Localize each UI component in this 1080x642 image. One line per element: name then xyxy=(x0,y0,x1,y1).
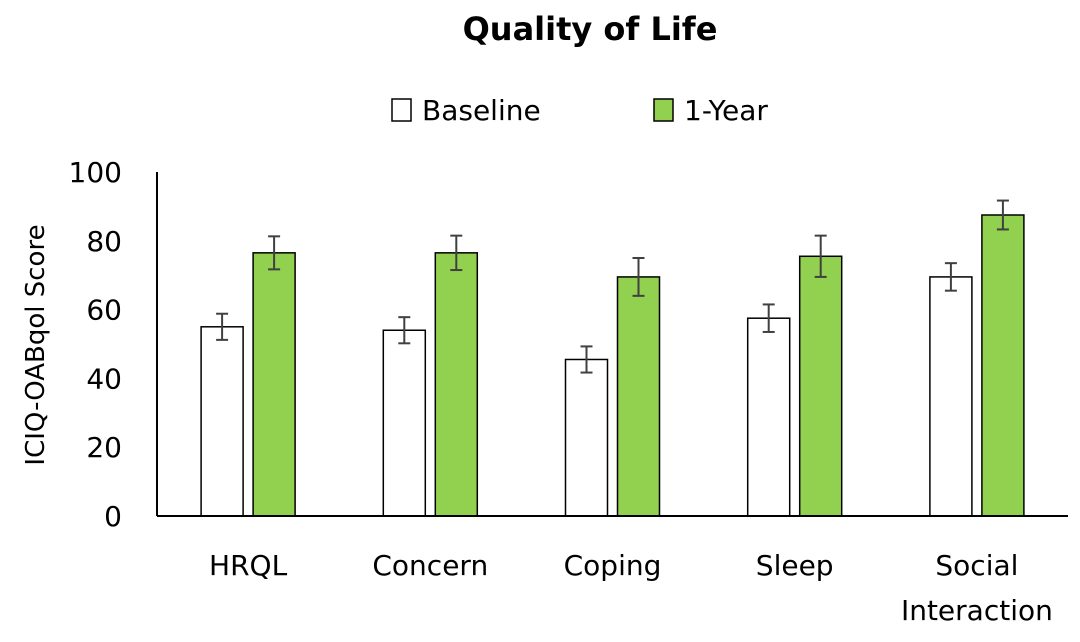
bar-baseline-social-interaction xyxy=(929,276,973,517)
y-tick-label: 0 xyxy=(104,500,122,533)
x-tick-label-coping: Coping xyxy=(564,549,662,582)
y-axis-label: ICIQ-OABqol Score xyxy=(21,224,51,465)
bar-baseline-concern xyxy=(382,329,427,517)
bar-1-year-hrql xyxy=(252,252,296,517)
bar-baseline-hrql xyxy=(200,326,244,517)
x-tick-label-hrql: HRQL xyxy=(209,549,288,582)
legend-label-1-year: 1-Year xyxy=(684,94,768,127)
y-axis: 0 20 40 60 80 100 xyxy=(69,156,158,533)
x-tick-label-concern: Concern xyxy=(372,549,488,582)
bar-1-year-concern xyxy=(434,252,479,517)
bars xyxy=(200,199,1025,517)
y-tick-label: 80 xyxy=(86,225,122,258)
legend: Baseline 1-Year xyxy=(391,94,768,127)
bar-baseline-coping xyxy=(564,358,609,517)
legend-swatch-1-year xyxy=(653,98,674,122)
legend-label-baseline: Baseline xyxy=(422,94,541,127)
y-tick-label: 60 xyxy=(86,294,122,327)
legend-swatch-baseline xyxy=(391,98,412,122)
chart-title: Quality of Life xyxy=(463,10,718,48)
bar-1-year-sleep xyxy=(798,255,843,517)
x-tick-label-social-interaction: Social Interaction xyxy=(901,549,1053,627)
y-tick-label: 20 xyxy=(86,431,122,464)
bar-1-year-social-interaction xyxy=(981,214,1025,517)
bar-baseline-sleep xyxy=(746,317,791,517)
y-tick-label: 100 xyxy=(69,156,122,189)
y-tick-label: 40 xyxy=(86,362,122,395)
bar-1-year-coping xyxy=(616,276,661,517)
x-axis: HRQL Concern Coping Sleep Social Interaction xyxy=(157,515,1068,627)
x-tick-label-sleep: Sleep xyxy=(756,549,834,582)
